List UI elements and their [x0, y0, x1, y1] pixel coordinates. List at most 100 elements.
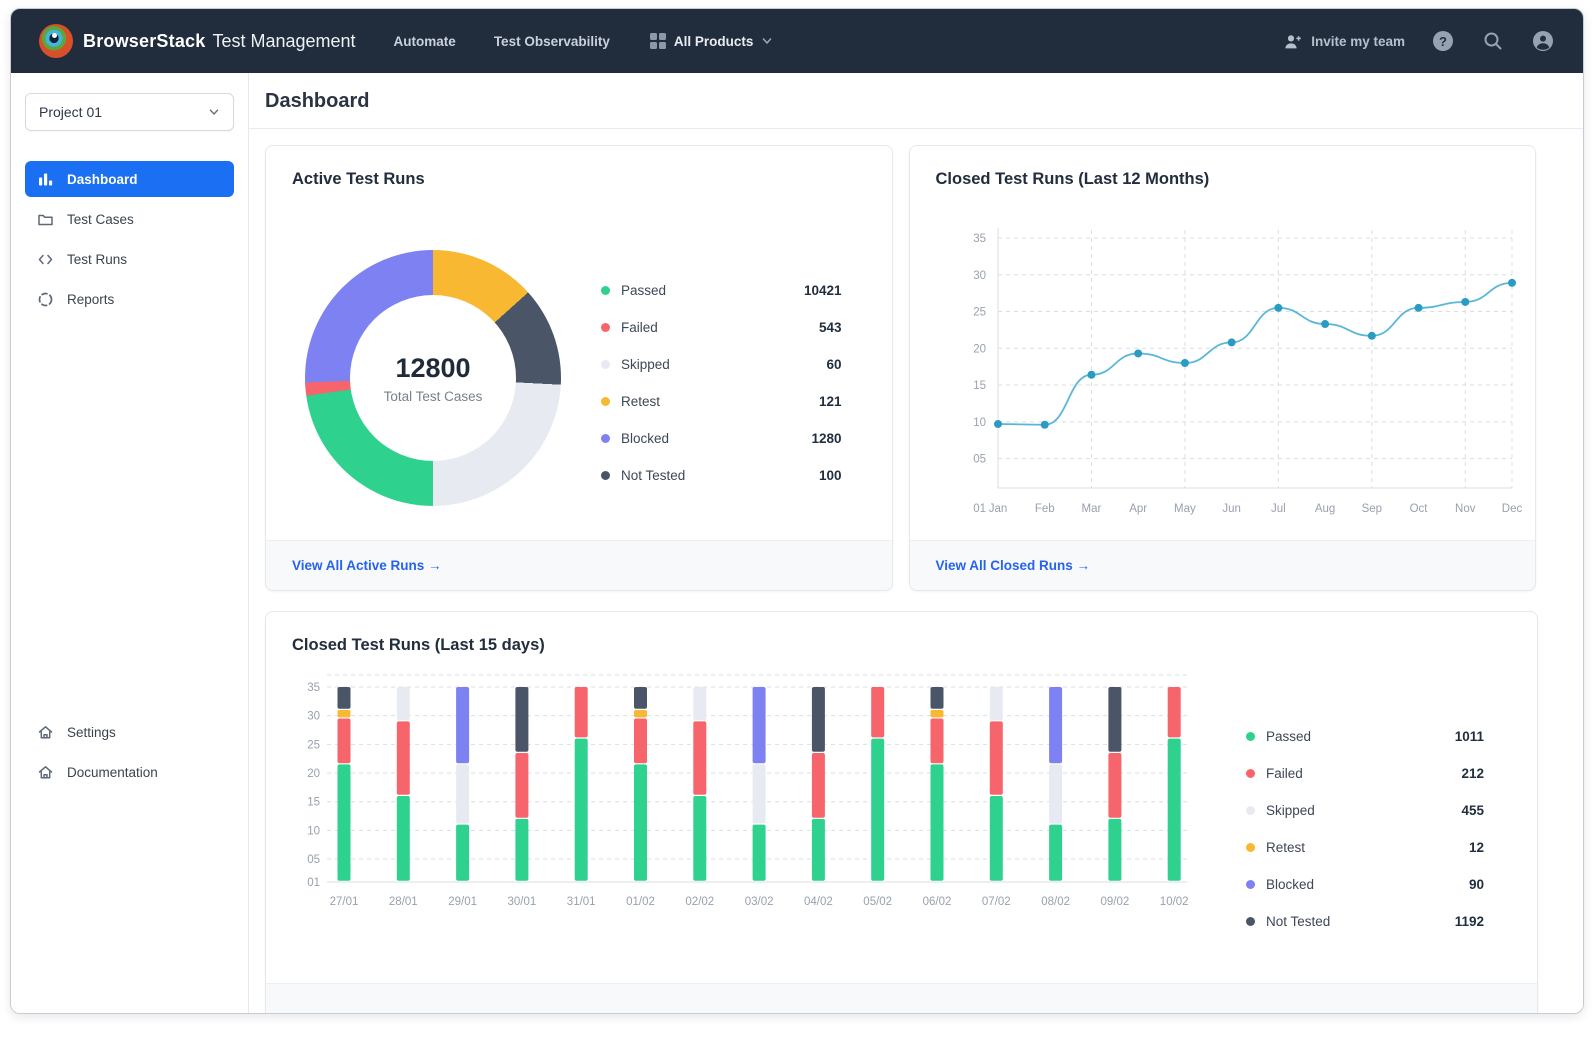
project-selector[interactable]: Project 01 — [25, 93, 234, 131]
legend-item-passed: Passed 10421 — [601, 272, 842, 309]
legend-value: 90 — [1468, 877, 1484, 892]
svg-text:25: 25 — [973, 307, 986, 319]
search-icon — [1484, 32, 1502, 50]
nav-link-test-observability[interactable]: Test Observability — [493, 33, 610, 49]
sidebar-item-settings[interactable]: Settings — [25, 714, 234, 750]
code-icon — [37, 251, 54, 268]
legend-dot-icon — [1246, 806, 1255, 815]
legend-item-failed: Failed 212 — [1246, 755, 1484, 792]
search-button[interactable] — [1481, 29, 1505, 53]
sidebar-item-documentation[interactable]: Documentation — [25, 754, 234, 790]
view-all-closed-runs-link[interactable]: View All Closed Runs → — [935, 558, 1091, 573]
legend-label: Passed — [621, 283, 667, 298]
sidebar-item-reports[interactable]: Reports — [25, 281, 234, 317]
svg-text:35: 35 — [307, 682, 320, 694]
nav-link-automate[interactable]: Automate — [393, 33, 456, 49]
svg-text:Nov: Nov — [1455, 503, 1476, 515]
donut-center: 12800 Total Test Cases — [350, 295, 516, 461]
bar-legend: Passed 1011 Failed 212 Skipped 455 Retest 12 Blo… — [1246, 718, 1484, 940]
all-products-label: All Products — [673, 33, 754, 49]
sidebar-item-label: Dashboard — [67, 171, 138, 187]
svg-text:Apr: Apr — [1129, 503, 1147, 515]
invite-my-team-button[interactable]: Invite my team — [1284, 33, 1405, 50]
dashboard-content: Active Test Runs 12800 Total Test Cases … — [249, 129, 1583, 1013]
legend-label: Failed — [1266, 766, 1303, 781]
legend-label: Blocked — [1266, 877, 1315, 892]
page-header: Dashboard — [249, 73, 1583, 129]
legend-dot-icon — [1246, 843, 1255, 852]
svg-text:25: 25 — [307, 739, 320, 751]
card-title: Active Test Runs — [292, 170, 425, 188]
svg-text:Jan: Jan — [988, 503, 1007, 515]
grid-icon — [649, 33, 666, 49]
browserstack-logo-icon — [39, 24, 73, 58]
svg-text:Sep: Sep — [1361, 503, 1381, 515]
legend-label: Blocked — [621, 431, 670, 446]
svg-text:?: ? — [1439, 34, 1447, 49]
legend-item-skipped: Skipped 455 — [1246, 792, 1484, 829]
account-button[interactable] — [1531, 29, 1555, 53]
svg-text:30: 30 — [307, 711, 320, 723]
legend-value: 1011 — [1454, 729, 1484, 744]
legend-item-skipped: Skipped 60 — [601, 346, 842, 383]
card-title: Closed Test Runs (Last 12 Months) — [935, 170, 1210, 188]
legend-value: 60 — [826, 357, 842, 372]
legend-value: 12 — [1468, 840, 1484, 855]
sidebar-item-dashboard[interactable]: Dashboard — [25, 161, 234, 197]
sidebar-item-test-cases[interactable]: Test Cases — [25, 201, 234, 237]
legend-label: Passed — [1266, 729, 1312, 744]
home-icon — [37, 724, 54, 741]
svg-text:Dec: Dec — [1501, 503, 1521, 515]
svg-text:29/01: 29/01 — [448, 896, 477, 908]
svg-text:08/02: 08/02 — [1041, 896, 1070, 908]
chevron-down-icon — [763, 38, 772, 44]
svg-text:06/02: 06/02 — [923, 896, 952, 908]
sidebar-footer: Settings Documentation — [25, 714, 234, 794]
view-all-active-runs-link[interactable]: View All Active Runs → — [292, 558, 442, 573]
legend-value: 121 — [818, 394, 842, 409]
svg-text:Jun: Jun — [1222, 503, 1241, 515]
sidebar-item-label: Documentation — [67, 764, 158, 780]
question-circle-icon: ? — [1433, 31, 1453, 51]
legend-label: Retest — [1266, 840, 1306, 855]
closed-test-runs-12m-card: Closed Test Runs (Last 12 Months) 05 10 15… — [908, 145, 1536, 591]
svg-text:01: 01 — [973, 503, 986, 515]
card-footer — [266, 983, 1537, 1013]
app-window: BrowserStack Test Management Automate Te… — [10, 8, 1584, 1014]
sidebar-item-label: Reports — [67, 291, 115, 307]
all-products-menu[interactable]: All Products — [649, 33, 774, 49]
stacked-bar-chart: 01 05 10 15 20 25 30 35 27/01 28/01 29/01 30/01 31/0… — [307, 674, 1189, 908]
svg-text:Feb: Feb — [1034, 503, 1054, 515]
card-title: Closed Test Runs (Last 15 days) — [292, 636, 545, 654]
legend-dot-icon — [1246, 769, 1255, 778]
svg-text:35: 35 — [973, 233, 986, 245]
sidebar-item-label: Settings — [67, 724, 116, 740]
avatar-icon — [1533, 31, 1553, 51]
svg-text:27/01: 27/01 — [330, 896, 359, 908]
person-plus-icon — [1285, 34, 1302, 48]
svg-text:28/01: 28/01 — [389, 896, 418, 908]
total-test-cases-label: Total Test Cases — [383, 388, 483, 404]
svg-text:02/02: 02/02 — [685, 896, 714, 908]
total-test-cases-value: 12800 — [395, 352, 471, 383]
chevron-down-icon — [209, 109, 219, 115]
legend-label: Failed — [621, 320, 658, 335]
svg-text:20: 20 — [307, 768, 320, 780]
navbar-right: Invite my team ? — [1284, 29, 1555, 53]
help-button[interactable]: ? — [1431, 29, 1455, 53]
legend-dot-icon — [601, 434, 610, 443]
svg-text:Aug: Aug — [1314, 503, 1334, 515]
brand-name: BrowserStack — [83, 30, 206, 51]
legend-dot-icon — [1246, 917, 1255, 926]
legend-dot-icon — [1246, 880, 1255, 889]
svg-text:10: 10 — [307, 825, 320, 837]
svg-text:15: 15 — [973, 380, 986, 392]
legend-label: Retest — [621, 394, 661, 409]
svg-text:Jul: Jul — [1271, 503, 1286, 515]
legend-item-failed: Failed 543 — [601, 309, 842, 346]
invite-label: Invite my team — [1311, 33, 1405, 49]
legend-dot-icon — [601, 360, 610, 369]
sidebar-item-test-runs[interactable]: Test Runs — [25, 241, 234, 277]
svg-text:Mar: Mar — [1081, 503, 1101, 515]
legend-value: 100 — [818, 468, 842, 483]
